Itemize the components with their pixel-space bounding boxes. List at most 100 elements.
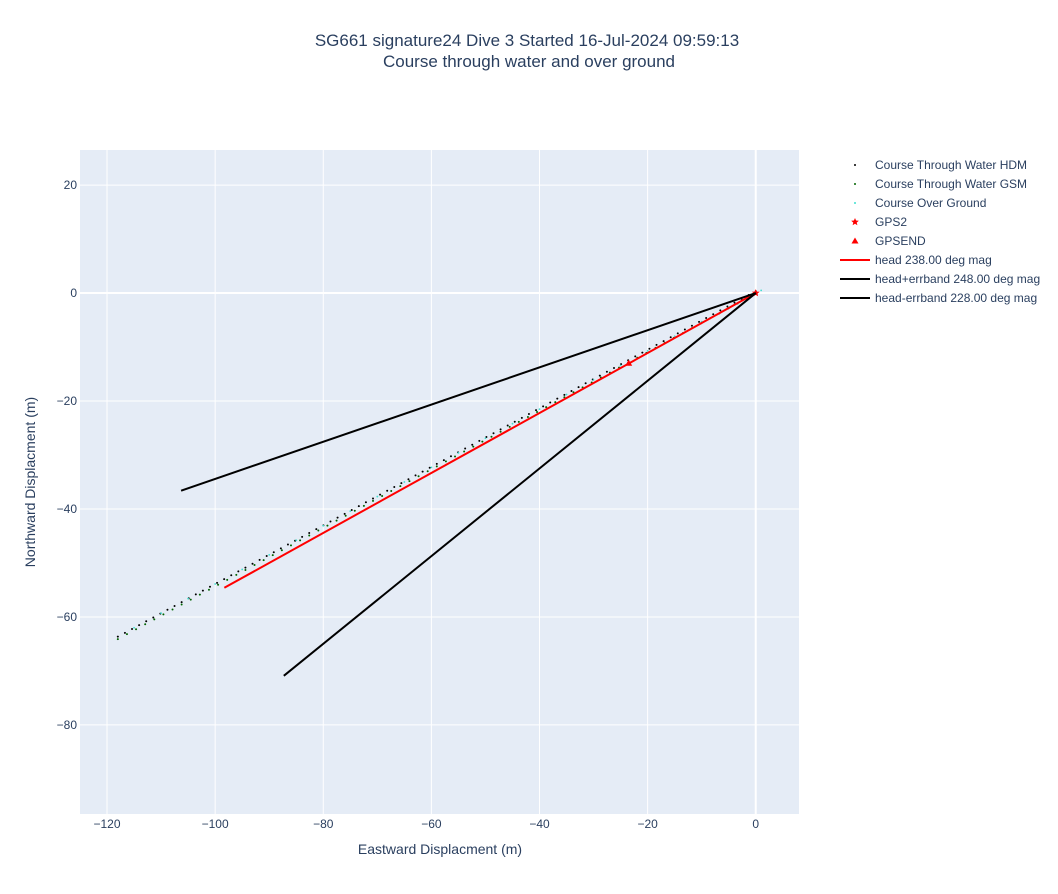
data-point (719, 309, 722, 312)
data-point (376, 495, 379, 498)
series-7 (283, 292, 757, 677)
data-point (258, 558, 261, 561)
data-point (565, 393, 568, 396)
data-point (545, 406, 548, 409)
data-point (542, 405, 545, 408)
data-point (214, 583, 217, 585)
data-point (171, 608, 174, 611)
data-point (506, 424, 509, 427)
data-point (605, 370, 608, 373)
data-point (152, 616, 155, 619)
data-point (641, 351, 644, 354)
data-point (471, 443, 474, 446)
data-point (403, 481, 406, 483)
data-point (381, 494, 384, 497)
data-point (235, 573, 238, 576)
data-point (454, 455, 457, 458)
data-point (223, 578, 226, 581)
data-point (457, 451, 460, 454)
data-point (444, 460, 447, 463)
data-point (556, 397, 559, 400)
data-point (426, 470, 429, 473)
data-point (194, 593, 197, 596)
data-point (135, 628, 138, 631)
data-point (350, 508, 353, 511)
data-point (268, 553, 271, 556)
data-point (499, 430, 502, 433)
y-tick-label: −60 (57, 610, 78, 624)
data-point (760, 289, 763, 292)
data-point (655, 343, 658, 346)
legend-item[interactable]: Course Over Ground (854, 196, 986, 210)
data-point (662, 340, 665, 343)
data-point (180, 601, 183, 604)
data-point (216, 581, 219, 584)
data-point (683, 328, 686, 331)
data-point (407, 478, 410, 481)
data-point (198, 593, 201, 596)
legend-item[interactable]: head 238.00 deg mag (840, 253, 992, 267)
legend-item[interactable]: head+errband 248.00 deg mag (840, 272, 1040, 286)
data-point (241, 568, 244, 571)
legend-swatch (851, 218, 859, 226)
legend-label: head-errband 228.00 deg mag (875, 291, 1037, 305)
data-point (648, 347, 651, 350)
x-tick-label: −60 (421, 817, 442, 831)
legend-item[interactable]: GPS2 (851, 215, 907, 229)
y-tick-label: −40 (57, 502, 78, 516)
data-point (492, 432, 495, 435)
y-axis-ticks: −80 −60 −40 −20 0 20 (57, 178, 78, 732)
data-point (336, 516, 339, 519)
data-point (116, 635, 119, 638)
y-tick-label: 0 (70, 286, 77, 300)
legend[interactable]: Course Through Water HDM Course Through W… (840, 158, 1040, 305)
data-point (131, 627, 134, 630)
data-point (317, 529, 320, 532)
legend-item[interactable]: GPSEND (851, 234, 927, 248)
legend-label: head 238.00 deg mag (875, 253, 992, 267)
data-point (400, 482, 403, 485)
data-point (733, 301, 736, 304)
data-point (308, 532, 311, 535)
data-point (251, 562, 254, 565)
data-point (153, 618, 156, 621)
data-point (414, 474, 417, 477)
data-point (535, 409, 538, 412)
data-point (712, 313, 715, 316)
plot-area (80, 150, 799, 814)
data-point (349, 510, 352, 513)
x-tick-label: −40 (529, 817, 550, 831)
data-point (379, 493, 382, 496)
chart-title: SG661 signature24 Dive 3 Started 16-Jul-… (315, 31, 739, 50)
data-point (353, 509, 356, 512)
legend-item[interactable]: head-errband 228.00 deg mag (840, 291, 1037, 305)
data-point (705, 317, 708, 320)
data-point (520, 416, 523, 419)
data-point (116, 638, 119, 641)
grid (80, 150, 799, 814)
data-point (490, 435, 493, 438)
data-point (511, 422, 514, 425)
data-point (463, 450, 466, 453)
data-point (549, 401, 552, 404)
data-point (166, 608, 169, 611)
data-point (289, 544, 292, 547)
data-point (386, 489, 389, 492)
data-point (335, 519, 338, 522)
data-point (513, 420, 516, 423)
legend-label: Course Through Water GSM (875, 177, 1027, 191)
data-point (180, 603, 183, 606)
data-point (393, 485, 396, 488)
legend-item[interactable]: Course Through Water HDM (854, 158, 1027, 172)
legend-item[interactable]: Course Through Water GSM (854, 177, 1027, 191)
data-point (676, 332, 679, 335)
data-point (217, 583, 220, 586)
data-point (133, 626, 135, 629)
data-point (464, 447, 467, 450)
data-point (230, 574, 233, 577)
data-point (399, 485, 402, 488)
data-point (619, 364, 622, 367)
data-point (570, 389, 573, 392)
data-point (527, 413, 530, 416)
data-point (272, 551, 275, 554)
